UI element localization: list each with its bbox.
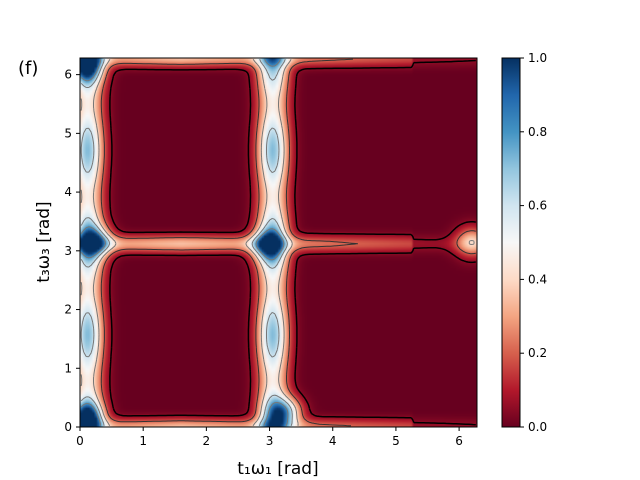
panel-label: (f)	[18, 58, 38, 79]
contour-lines	[80, 58, 476, 427]
colorbar-tick-label: 0.4	[528, 272, 547, 286]
colorbar-tick-label: 1.0	[528, 51, 547, 65]
y-tick-label: 6	[64, 68, 72, 82]
colorbar-ticks: 0.0 0.2 0.4 0.6 0.8 1.0	[520, 51, 547, 434]
x-tick-label: 0	[76, 434, 84, 448]
contour-line	[80, 58, 293, 426]
heatmap	[80, 58, 477, 427]
y-tick-label: 0	[64, 420, 72, 434]
contour-line	[80, 59, 289, 426]
x-tick-label: 5	[392, 434, 400, 448]
heatmap-image	[80, 58, 477, 427]
colorbar-tick-label: 0.8	[528, 125, 547, 139]
colorbar-frame	[501, 57, 521, 428]
plot-frame	[79, 57, 478, 428]
colorbar: 0.0 0.2 0.4 0.6 0.8 1.0	[501, 51, 547, 434]
x-tick-label: 6	[455, 434, 463, 448]
y-axis-label: t₃ω₃ [rad]	[34, 201, 54, 282]
x-tick-label: 1	[139, 434, 147, 448]
y-tick-label: 4	[64, 185, 72, 199]
colorbar-tick-label: 0.2	[528, 346, 547, 360]
y-axis-ticks: 0 1 2 3 4 5 6	[64, 68, 80, 434]
contour-line	[80, 58, 475, 427]
y-tick-label: 5	[64, 126, 72, 140]
contour-line	[109, 59, 476, 426]
x-tick-label: 4	[329, 434, 337, 448]
colorbar-tick-label: 0.0	[528, 420, 547, 434]
colorbar-gradient	[502, 58, 520, 427]
y-tick-label: 3	[64, 244, 72, 258]
x-axis-label: t₁ω₁ [rad]	[237, 459, 318, 479]
contour-line	[100, 58, 476, 427]
colorbar-tick-label: 0.6	[528, 199, 547, 213]
x-tick-label: 3	[266, 434, 274, 448]
y-tick-label: 2	[64, 303, 72, 317]
x-axis-ticks: 0 1 2 3 4 5 6	[76, 427, 463, 448]
y-tick-label: 1	[64, 361, 72, 375]
x-tick-label: 2	[203, 434, 211, 448]
